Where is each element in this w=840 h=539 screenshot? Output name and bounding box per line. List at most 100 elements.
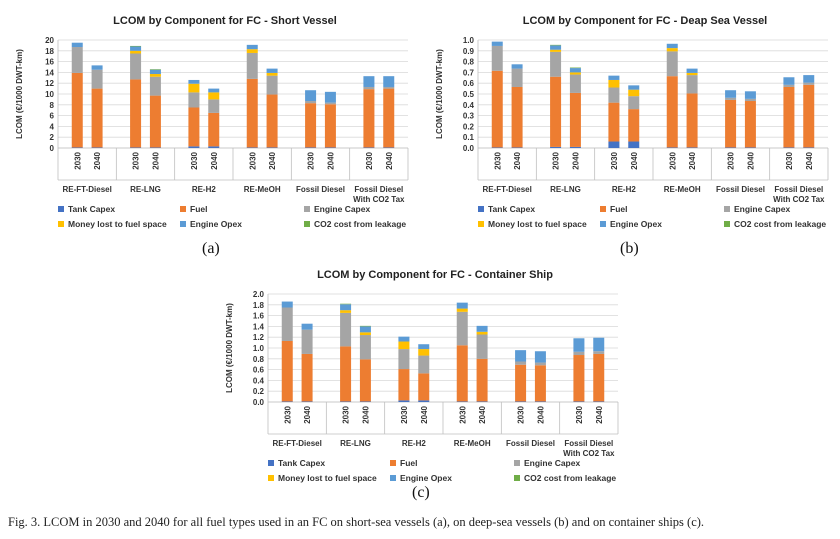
bar-segment	[398, 400, 410, 402]
bar-segment	[491, 70, 503, 148]
legend-swatch	[514, 475, 520, 481]
bar-segment	[340, 401, 352, 402]
y-tick-label: 1.0	[463, 36, 475, 45]
bar-segment	[363, 89, 375, 148]
y-tick-label: 1.8	[253, 301, 265, 310]
bar-segment	[686, 72, 698, 76]
bar-segment	[91, 147, 103, 148]
legend-swatch	[390, 460, 396, 466]
bar-segment	[71, 47, 83, 73]
bar-segment	[149, 74, 161, 77]
bar-segment	[550, 45, 562, 50]
category-label: RE-FT-Diesel	[482, 185, 531, 194]
bar-segment	[511, 68, 523, 87]
y-tick-label: 14	[45, 68, 54, 77]
bar-segment	[324, 147, 336, 148]
bar-segment	[803, 147, 815, 148]
bar-segment	[188, 92, 200, 108]
bar-segment	[398, 336, 410, 342]
bar-segment	[515, 361, 527, 365]
bar-segment	[340, 346, 352, 402]
y-tick-label: 0.9	[463, 47, 475, 56]
bar-segment	[686, 93, 698, 148]
legend-swatch	[268, 475, 274, 481]
bar-segment	[608, 75, 620, 80]
category-label: With CO2 Tax	[773, 195, 825, 204]
bar-segment	[266, 72, 278, 76]
bar-segment	[628, 96, 640, 110]
x-tick-label: 2030	[248, 151, 257, 169]
bar-segment	[266, 68, 278, 73]
category-label: RE-MeOH	[454, 439, 491, 448]
bar-segment	[573, 401, 585, 402]
bar-segment	[149, 69, 161, 70]
bar-segment	[359, 326, 371, 333]
legend-swatch	[180, 221, 186, 227]
bar-segment	[476, 334, 488, 359]
bar-segment	[188, 83, 200, 93]
x-tick-label: 2030	[132, 151, 141, 169]
panel-label-a: (a)	[202, 240, 220, 257]
legend-label: Engine Opex	[610, 219, 662, 229]
bar-segment	[666, 48, 678, 52]
bar-segment	[359, 325, 371, 327]
legend-swatch	[390, 475, 396, 481]
category-label: Fossil Diesel	[716, 185, 765, 194]
bar-segment	[476, 401, 488, 402]
x-tick-label: 2030	[668, 151, 677, 169]
category-label: Fossil Diesel	[354, 185, 403, 194]
y-tick-label: 0.8	[463, 58, 475, 67]
x-tick-label: 2030	[458, 405, 467, 423]
legend-label: CO2 cost from leakage	[314, 219, 406, 229]
y-tick-label: 0.6	[463, 79, 475, 88]
bar-segment	[301, 329, 313, 354]
bar-segment	[628, 89, 640, 97]
y-tick-label: 1.2	[253, 333, 265, 342]
bar-segment	[281, 340, 293, 402]
y-axis-label: LCOM (€/1000 DWT-km)	[225, 303, 234, 393]
x-tick-label: 2040	[210, 151, 219, 169]
bar-segment	[301, 401, 313, 402]
bar-segment	[666, 43, 678, 49]
bar-segment	[398, 349, 410, 370]
legend-swatch	[58, 206, 64, 212]
bar-segment	[418, 400, 430, 402]
y-tick-label: 16	[45, 58, 54, 67]
bar-segment	[208, 88, 220, 93]
y-axis-label: LCOM (€/1000 DWT-km)	[435, 49, 444, 139]
legend-label: Engine Opex	[400, 473, 452, 483]
bar-segment	[71, 42, 83, 48]
legend-label: Fuel	[400, 458, 417, 468]
bar-segment	[91, 69, 103, 89]
bar-segment	[744, 147, 756, 148]
bar-segment	[130, 46, 142, 51]
bar-segment	[744, 98, 756, 102]
y-tick-label: 0.4	[253, 376, 265, 385]
bar-segment	[456, 308, 468, 312]
category-label: Fossil Diesel	[564, 439, 613, 448]
bar-segment	[383, 86, 395, 89]
bar-segment	[130, 79, 142, 148]
bar-segment	[91, 65, 103, 70]
x-tick-label: 2040	[571, 151, 580, 169]
bar-segment	[359, 359, 371, 402]
y-tick-label: 1.4	[253, 322, 265, 331]
y-tick-label: 8	[50, 101, 55, 110]
chart-panel-a: LCOM by Component for FC - Short Vessel L…	[0, 8, 420, 258]
category-label: RE-FT-Diesel	[62, 185, 111, 194]
x-tick-label: 2040	[326, 151, 335, 169]
bar-segment	[515, 364, 527, 402]
bar-segment	[550, 76, 562, 147]
category-label: RE-LNG	[550, 185, 581, 194]
bar-segment	[266, 94, 278, 148]
y-axis-label: LCOM (€/1000 DWT-km)	[15, 49, 24, 139]
legend-swatch	[180, 206, 186, 212]
y-tick-label: 0.5	[463, 90, 475, 99]
x-tick-label: 2030	[73, 151, 82, 169]
bar-segment	[301, 323, 313, 330]
category-label: RE-H2	[612, 185, 637, 194]
bar-segment	[515, 401, 527, 402]
legend-label: Money lost to fuel space	[488, 219, 587, 229]
x-tick-label: 2030	[727, 151, 736, 169]
legend-swatch	[304, 206, 310, 212]
